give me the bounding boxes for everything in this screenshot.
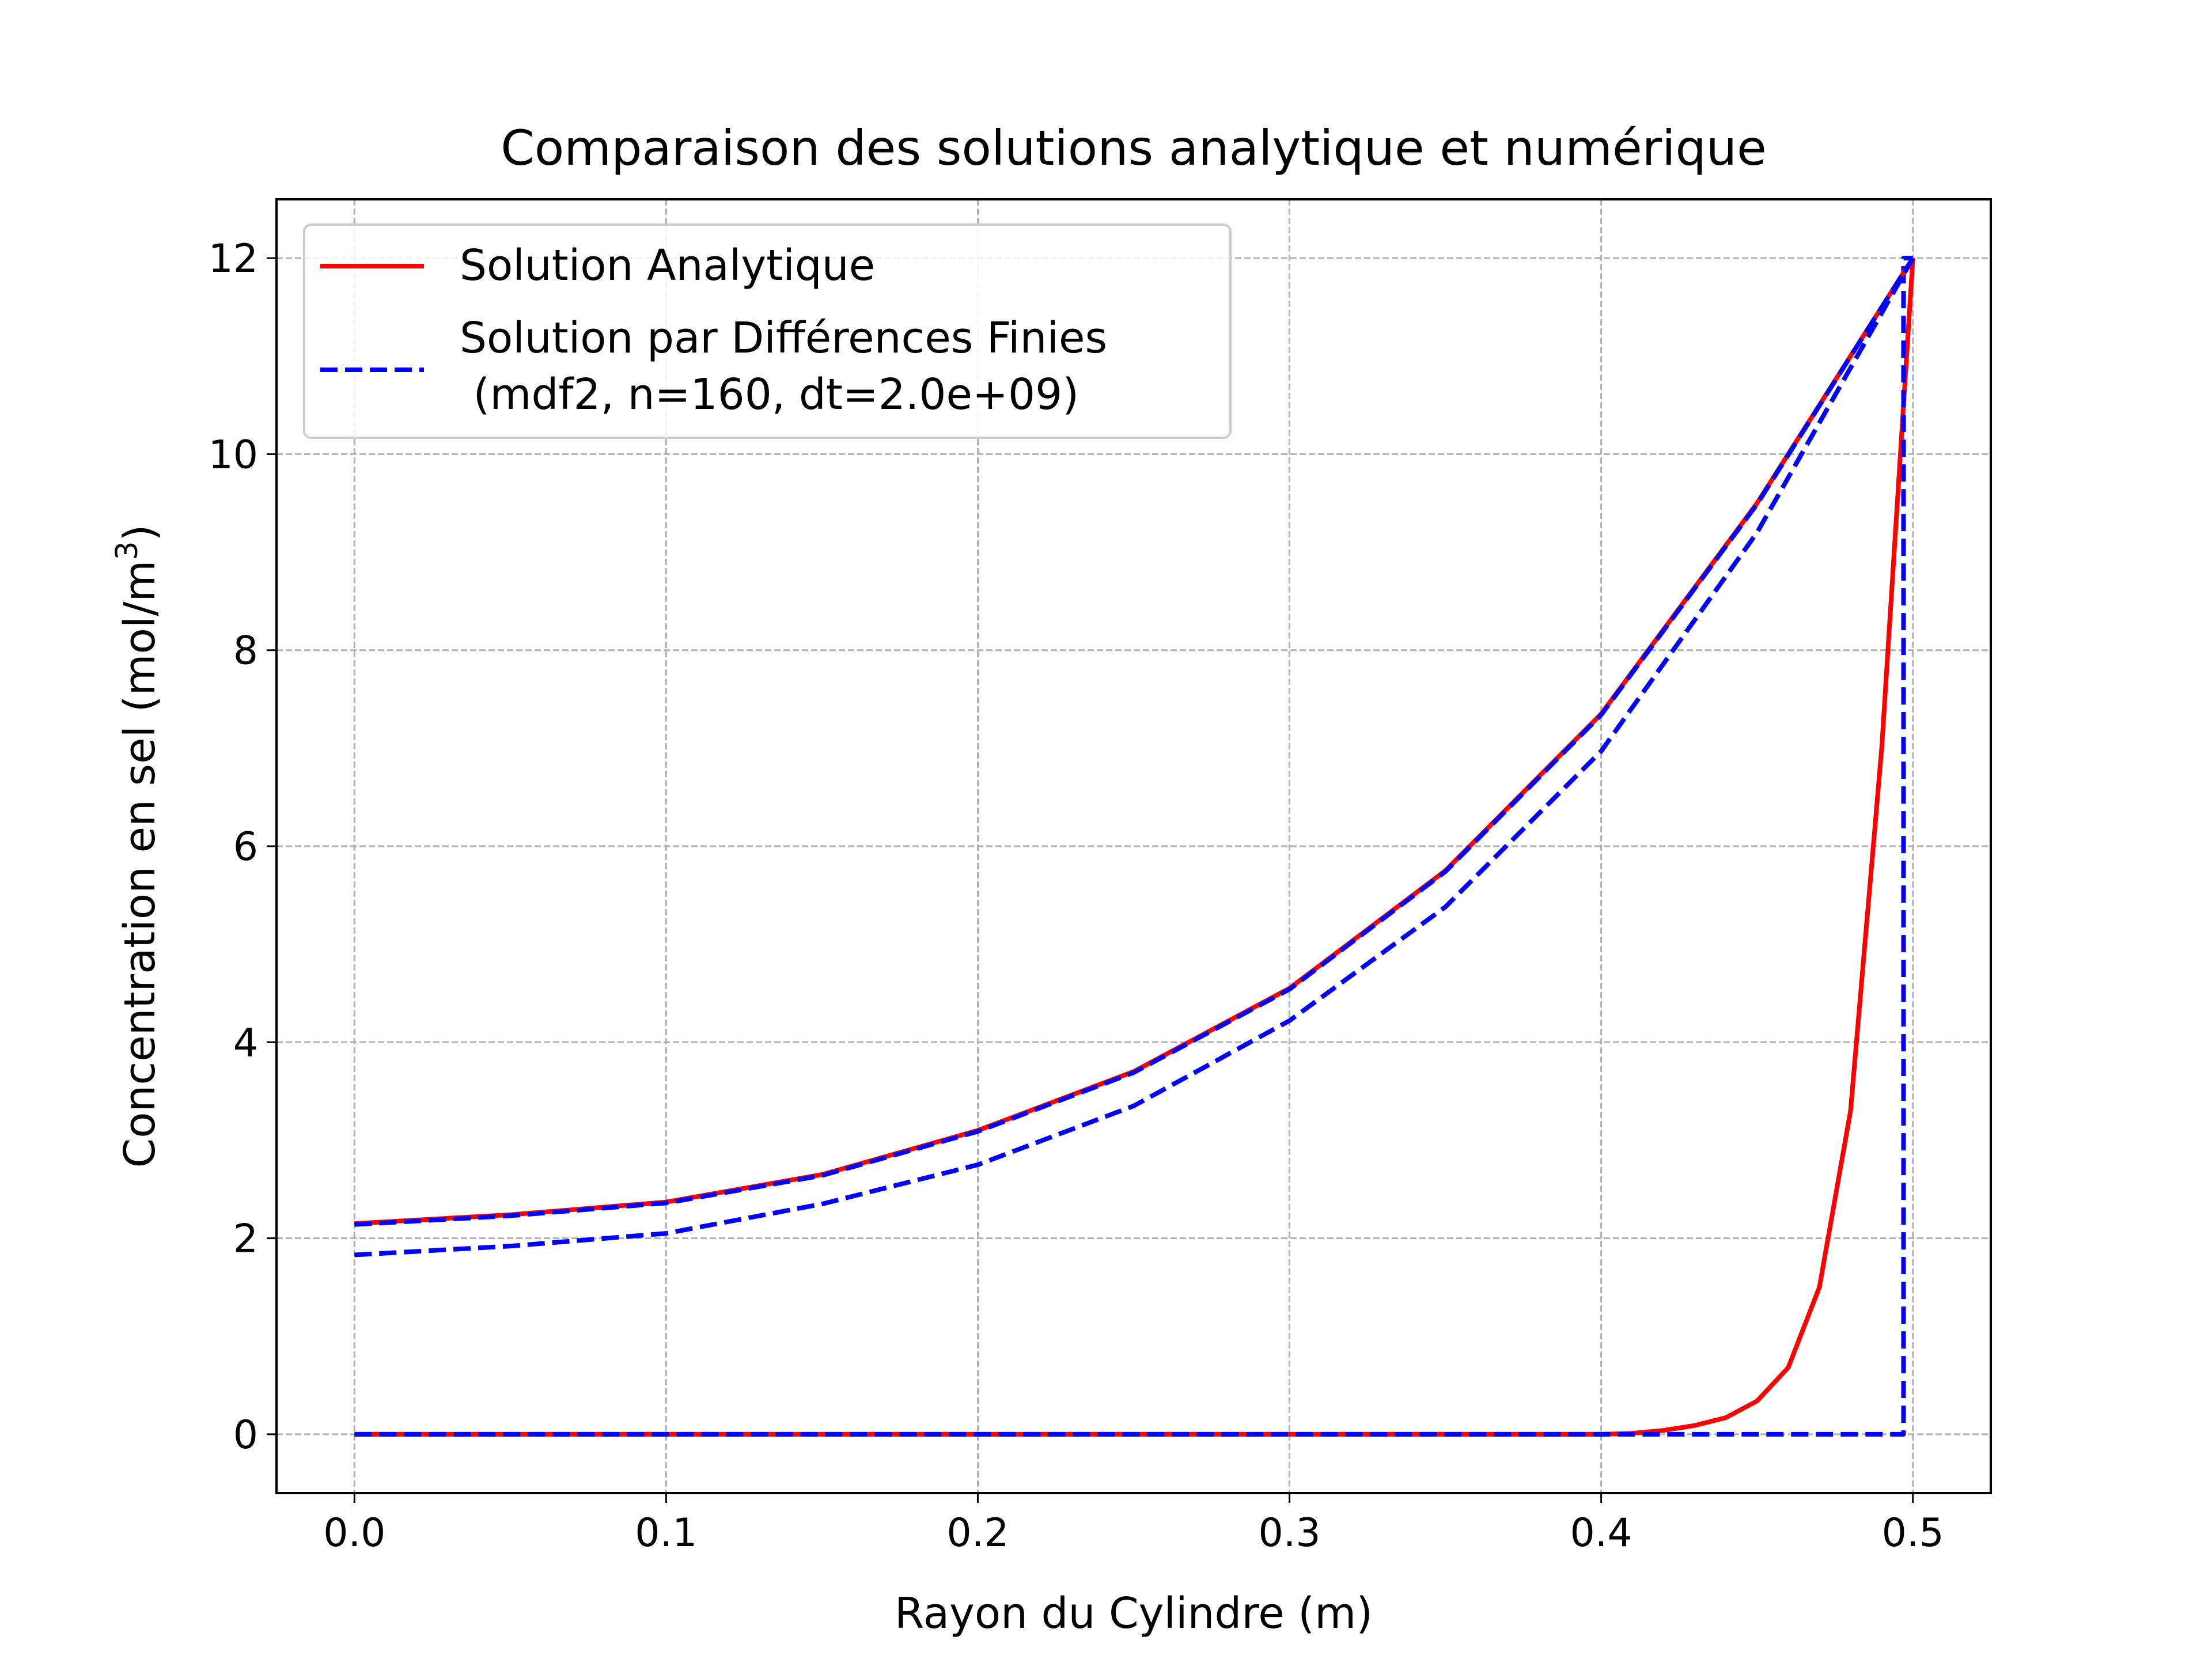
x-tick-label: 0.4 (1570, 1510, 1633, 1556)
y-axis-label-superscript: 3 (110, 541, 145, 560)
y-axis: 0 2 4 6 8 10 12 (208, 236, 276, 1458)
y-tick-label: 2 (233, 1217, 258, 1262)
y-tick-label: 8 (233, 628, 258, 674)
y-axis-label: Concentration en sel (mol/m3) (110, 525, 165, 1168)
y-axis-label-main: Concentration en sel (mol/m (115, 560, 165, 1168)
x-axis-label: Rayon du Cylindre (m) (895, 1589, 1373, 1638)
y-tick-label: 10 (208, 432, 258, 478)
y-tick-label: 4 (233, 1020, 258, 1066)
x-axis: 0.0 0.1 0.2 0.3 0.4 0.5 (323, 1493, 1944, 1556)
series-line-numeric (354, 256, 1915, 1227)
x-tick-label: 0.0 (323, 1510, 385, 1556)
legend-label-numeric-params: (mdf2, n=160, dt=2.0e+09) (460, 370, 1079, 419)
y-tick-label: 0 (233, 1412, 258, 1458)
y-tick-label: 12 (208, 236, 258, 282)
x-tick-label: 0.2 (946, 1510, 1009, 1556)
legend-box (303, 224, 1232, 439)
legend-label-analytic: Solution Analytique (460, 241, 875, 290)
series-line-numeric (354, 257, 1915, 1257)
x-tick-label: 0.1 (635, 1510, 697, 1556)
plot-series (354, 256, 1915, 1437)
y-axis-label-end: ) (115, 525, 165, 541)
legend: Solution Analytique Solution par Différe… (303, 224, 1232, 439)
x-tick-label: 0.3 (1258, 1510, 1320, 1556)
y-tick-label: 6 (233, 824, 258, 870)
series-line-numeric (354, 256, 1913, 1437)
x-tick-label: 0.5 (1882, 1510, 1944, 1556)
chart-title: Comparaison des solutions analytique et … (501, 120, 1767, 176)
legend-label-numeric: Solution par Différences Finies (460, 313, 1107, 363)
